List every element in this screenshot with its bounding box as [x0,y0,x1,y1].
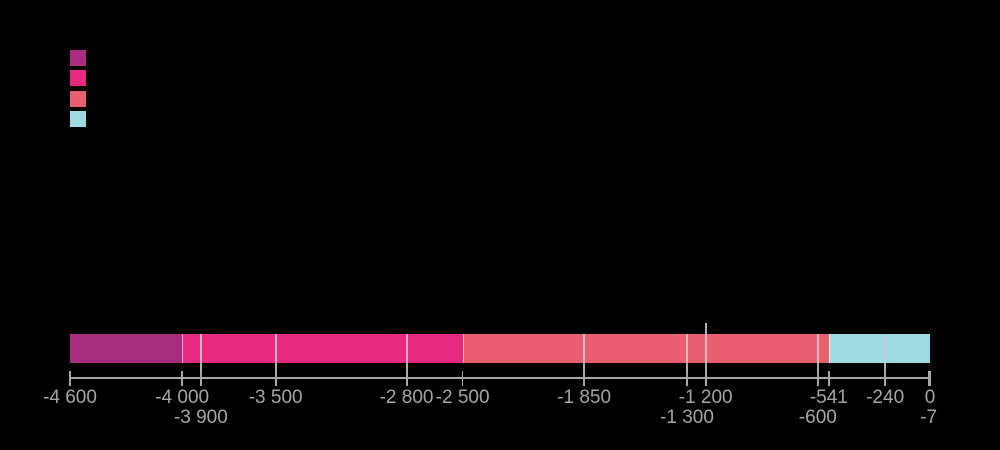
axis-tick--2800 [405,370,408,386]
marker-line--1300 [685,334,688,386]
bar-segment-3 [462,334,829,363]
axis-label--1200: -1 200 [678,387,733,408]
marker-line--240 [884,334,887,386]
axis-tick--600 [817,370,819,386]
axis-tick--1850 [583,370,585,386]
axis-label--600: -600 [798,407,837,428]
axis-tick--240 [884,370,886,386]
marker-line--3500 [274,334,277,386]
axis-tick--541 [828,370,830,386]
marker-line--1850 [583,334,586,386]
axis-label--2500: -2 500 [435,387,490,408]
axis-tick-0 [929,370,931,386]
axis-label--1300: -1 300 [660,407,714,428]
axis-tick--3500 [274,370,277,386]
axis-label--4600: -4 600 [43,387,97,408]
axis-label--1850: -1 850 [557,387,612,408]
marker-line--1200 [704,323,707,386]
axis-label--4000: -4 000 [155,387,210,408]
axis-label--240: -240 [866,387,905,408]
legend-swatch-4 [70,111,86,128]
axis-tick--4000 [181,370,183,386]
axis-tick--3900 [200,370,202,386]
bar-segment-4 [828,334,930,363]
legend-swatch-1 [70,50,86,66]
marker-line--600 [816,334,819,386]
marker-line--2800 [405,334,408,386]
axis-tick--1300 [686,370,688,386]
stacked-timeline-bar [70,334,930,363]
axis-label--541: -541 [809,387,848,408]
segment-divider [182,334,184,363]
axis-label--3500: -3 500 [248,387,303,408]
bar-segment-1 [70,334,183,363]
segment-divider [828,334,830,363]
segment-divider [462,334,464,363]
legend-swatch-2 [70,70,86,87]
axis-tick--4600 [69,370,71,386]
axis-label-0: 0 [924,387,936,408]
axis-label--3900: -3 900 [173,407,228,428]
axis-tick--1200 [704,370,707,386]
axis-tick--2500 [461,370,464,386]
axis-tick--7 [927,370,930,386]
bar-segment-2 [182,334,463,363]
axis-label--7: -7 [920,407,938,428]
marker-line--3900 [199,334,202,386]
x-axis-line [70,377,930,379]
legend-swatch-3 [70,90,86,107]
axis-label--2800: -2 800 [379,387,434,408]
